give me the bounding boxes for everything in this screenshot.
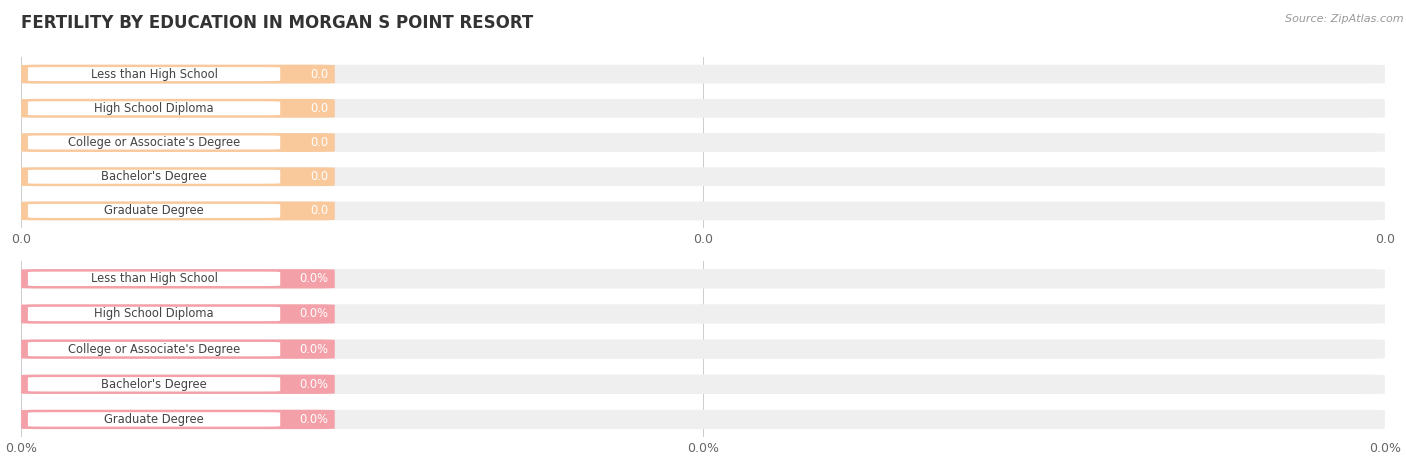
Text: 0.0%: 0.0% [299,342,328,356]
FancyBboxPatch shape [21,375,335,394]
Text: Less than High School: Less than High School [90,272,218,285]
FancyBboxPatch shape [21,65,335,84]
FancyBboxPatch shape [28,101,280,115]
FancyBboxPatch shape [28,377,280,391]
Text: College or Associate's Degree: College or Associate's Degree [67,136,240,149]
FancyBboxPatch shape [21,99,1385,118]
Text: 0.0%: 0.0% [299,307,328,321]
FancyBboxPatch shape [21,269,1385,288]
FancyBboxPatch shape [21,201,1385,220]
FancyBboxPatch shape [28,412,280,427]
FancyBboxPatch shape [21,167,335,186]
FancyBboxPatch shape [28,170,280,184]
FancyBboxPatch shape [21,304,1385,323]
Text: High School Diploma: High School Diploma [94,307,214,321]
FancyBboxPatch shape [21,304,335,323]
Text: 0.0: 0.0 [309,204,328,218]
FancyBboxPatch shape [28,307,280,321]
Text: 0.0: 0.0 [309,67,328,81]
FancyBboxPatch shape [28,342,280,356]
FancyBboxPatch shape [21,340,335,359]
FancyBboxPatch shape [21,410,1385,429]
Text: 0.0%: 0.0% [299,378,328,391]
FancyBboxPatch shape [21,133,335,152]
FancyBboxPatch shape [21,269,335,288]
FancyBboxPatch shape [21,99,335,118]
FancyBboxPatch shape [28,272,280,286]
Text: 0.0: 0.0 [309,170,328,183]
Text: Source: ZipAtlas.com: Source: ZipAtlas.com [1285,14,1403,24]
Text: Graduate Degree: Graduate Degree [104,204,204,218]
FancyBboxPatch shape [28,135,280,150]
Text: High School Diploma: High School Diploma [94,102,214,115]
Text: Graduate Degree: Graduate Degree [104,413,204,426]
FancyBboxPatch shape [21,167,1385,186]
Text: Bachelor's Degree: Bachelor's Degree [101,378,207,391]
FancyBboxPatch shape [21,65,1385,84]
FancyBboxPatch shape [21,201,335,220]
Text: 0.0: 0.0 [309,102,328,115]
Text: 0.0%: 0.0% [299,272,328,285]
Text: Less than High School: Less than High School [90,67,218,81]
FancyBboxPatch shape [21,133,1385,152]
Text: Bachelor's Degree: Bachelor's Degree [101,170,207,183]
FancyBboxPatch shape [21,375,1385,394]
FancyBboxPatch shape [28,67,280,81]
Text: 0.0: 0.0 [309,136,328,149]
Text: 0.0%: 0.0% [299,413,328,426]
FancyBboxPatch shape [21,410,335,429]
Text: FERTILITY BY EDUCATION IN MORGAN S POINT RESORT: FERTILITY BY EDUCATION IN MORGAN S POINT… [21,14,533,32]
FancyBboxPatch shape [21,340,1385,359]
FancyBboxPatch shape [28,204,280,218]
Text: College or Associate's Degree: College or Associate's Degree [67,342,240,356]
